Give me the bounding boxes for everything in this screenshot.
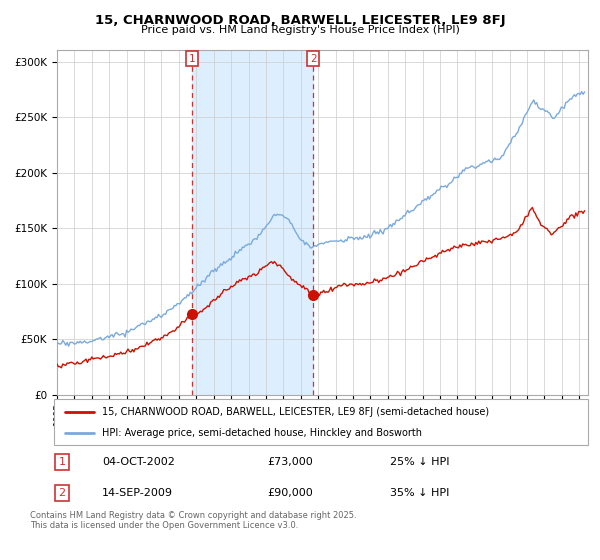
Text: £73,000: £73,000 [268,457,313,467]
Text: HPI: Average price, semi-detached house, Hinckley and Bosworth: HPI: Average price, semi-detached house,… [102,428,422,438]
Text: 2: 2 [58,488,65,498]
Text: 15, CHARNWOOD ROAD, BARWELL, LEICESTER, LE9 8FJ (semi-detached house): 15, CHARNWOOD ROAD, BARWELL, LEICESTER, … [102,407,489,417]
Text: £90,000: £90,000 [268,488,313,498]
Text: Price paid vs. HM Land Registry's House Price Index (HPI): Price paid vs. HM Land Registry's House … [140,25,460,35]
Text: 2: 2 [310,54,316,64]
Text: 04-OCT-2002: 04-OCT-2002 [102,457,175,467]
Text: 14-SEP-2009: 14-SEP-2009 [102,488,173,498]
Text: 25% ↓ HPI: 25% ↓ HPI [391,457,450,467]
Text: 15, CHARNWOOD ROAD, BARWELL, LEICESTER, LE9 8FJ: 15, CHARNWOOD ROAD, BARWELL, LEICESTER, … [95,14,505,27]
Text: 1: 1 [59,457,65,467]
Text: Contains HM Land Registry data © Crown copyright and database right 2025.
This d: Contains HM Land Registry data © Crown c… [30,511,356,530]
Bar [192,50,313,395]
Text: 1: 1 [188,54,195,64]
Text: 35% ↓ HPI: 35% ↓ HPI [391,488,450,498]
